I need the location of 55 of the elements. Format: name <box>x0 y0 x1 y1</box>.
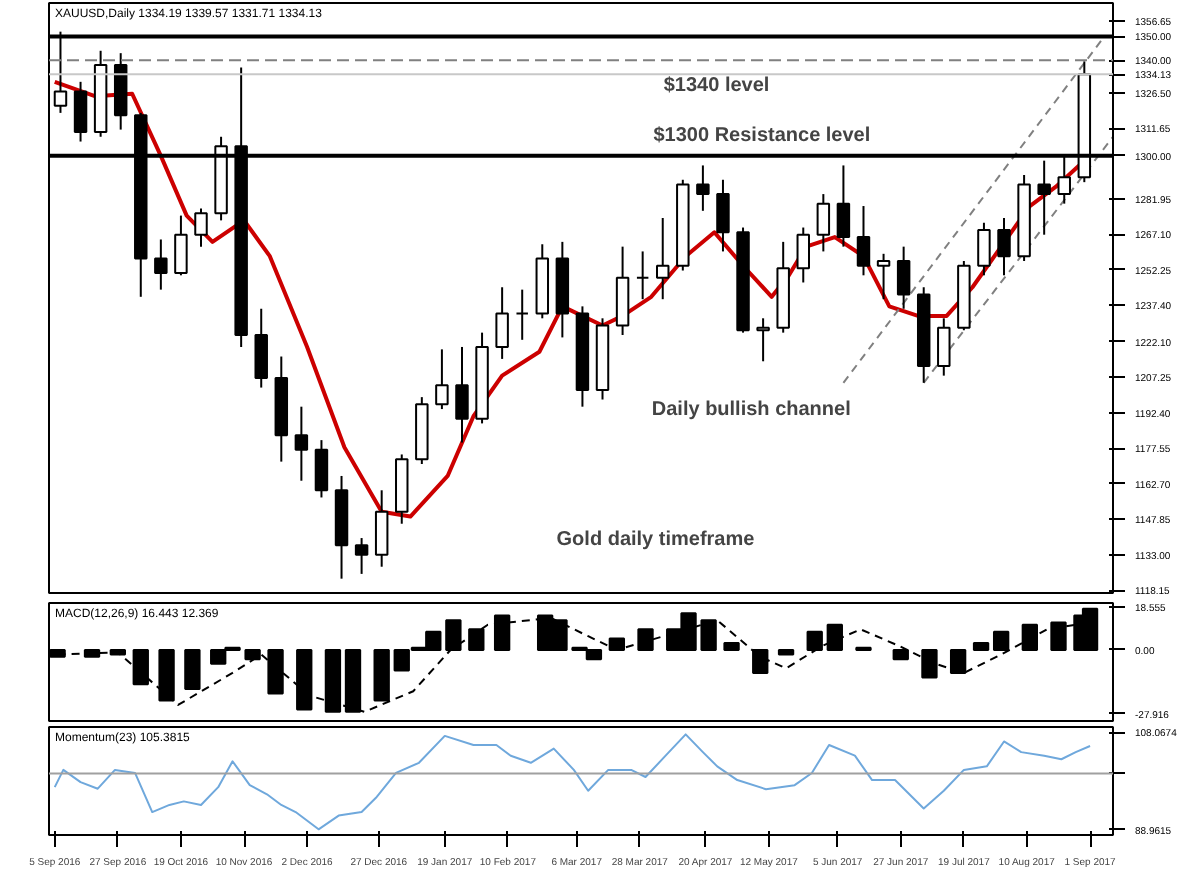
bar <box>921 648 938 679</box>
candlestick <box>716 178 730 253</box>
candlestick <box>254 307 268 389</box>
candlestick <box>876 252 891 301</box>
candlestick <box>515 288 529 341</box>
candlestick <box>174 214 188 277</box>
bar <box>806 630 823 651</box>
candlestick <box>937 317 951 377</box>
bar <box>267 648 284 695</box>
bar <box>184 648 201 690</box>
annotation: Gold daily timeframe <box>556 528 756 551</box>
bar <box>826 623 843 651</box>
bar <box>158 648 175 702</box>
annotation: $1300 Resistance level <box>653 124 871 147</box>
candlestick <box>314 439 329 499</box>
bar <box>723 642 740 651</box>
annotation: Daily bullish channel <box>651 399 852 422</box>
candlestick <box>455 345 469 444</box>
candlestick <box>836 164 851 248</box>
bar <box>972 642 990 651</box>
bar <box>1050 621 1067 651</box>
bar <box>637 628 654 651</box>
candlestick <box>656 216 670 301</box>
candlestick <box>194 207 208 248</box>
bar <box>468 628 485 651</box>
candlestick <box>997 216 1011 277</box>
candlestick <box>435 348 449 411</box>
candlestick <box>154 238 168 291</box>
bar <box>752 648 769 674</box>
candlestick <box>354 537 369 575</box>
bar <box>373 648 390 702</box>
bar <box>109 648 126 656</box>
candlestick <box>816 193 831 253</box>
candlestick <box>796 226 810 284</box>
candlestick <box>856 205 871 277</box>
line-series <box>53 733 1092 831</box>
candlestick <box>615 245 630 337</box>
bar <box>1021 623 1038 651</box>
bar <box>892 648 909 661</box>
candlestick <box>756 317 770 363</box>
candlestick <box>696 164 710 212</box>
annotation: $1340 level <box>663 74 770 97</box>
candlestick <box>294 405 309 482</box>
bar <box>83 648 101 658</box>
bar <box>244 648 261 661</box>
candlestick <box>635 250 650 301</box>
bar <box>777 648 795 656</box>
bar <box>132 648 149 686</box>
candlestick <box>977 221 991 277</box>
bar <box>949 648 967 674</box>
candlestick <box>495 286 509 360</box>
bar <box>992 630 1010 651</box>
candlestick <box>896 245 911 310</box>
candlestick <box>374 489 389 568</box>
candlestick <box>73 80 88 143</box>
